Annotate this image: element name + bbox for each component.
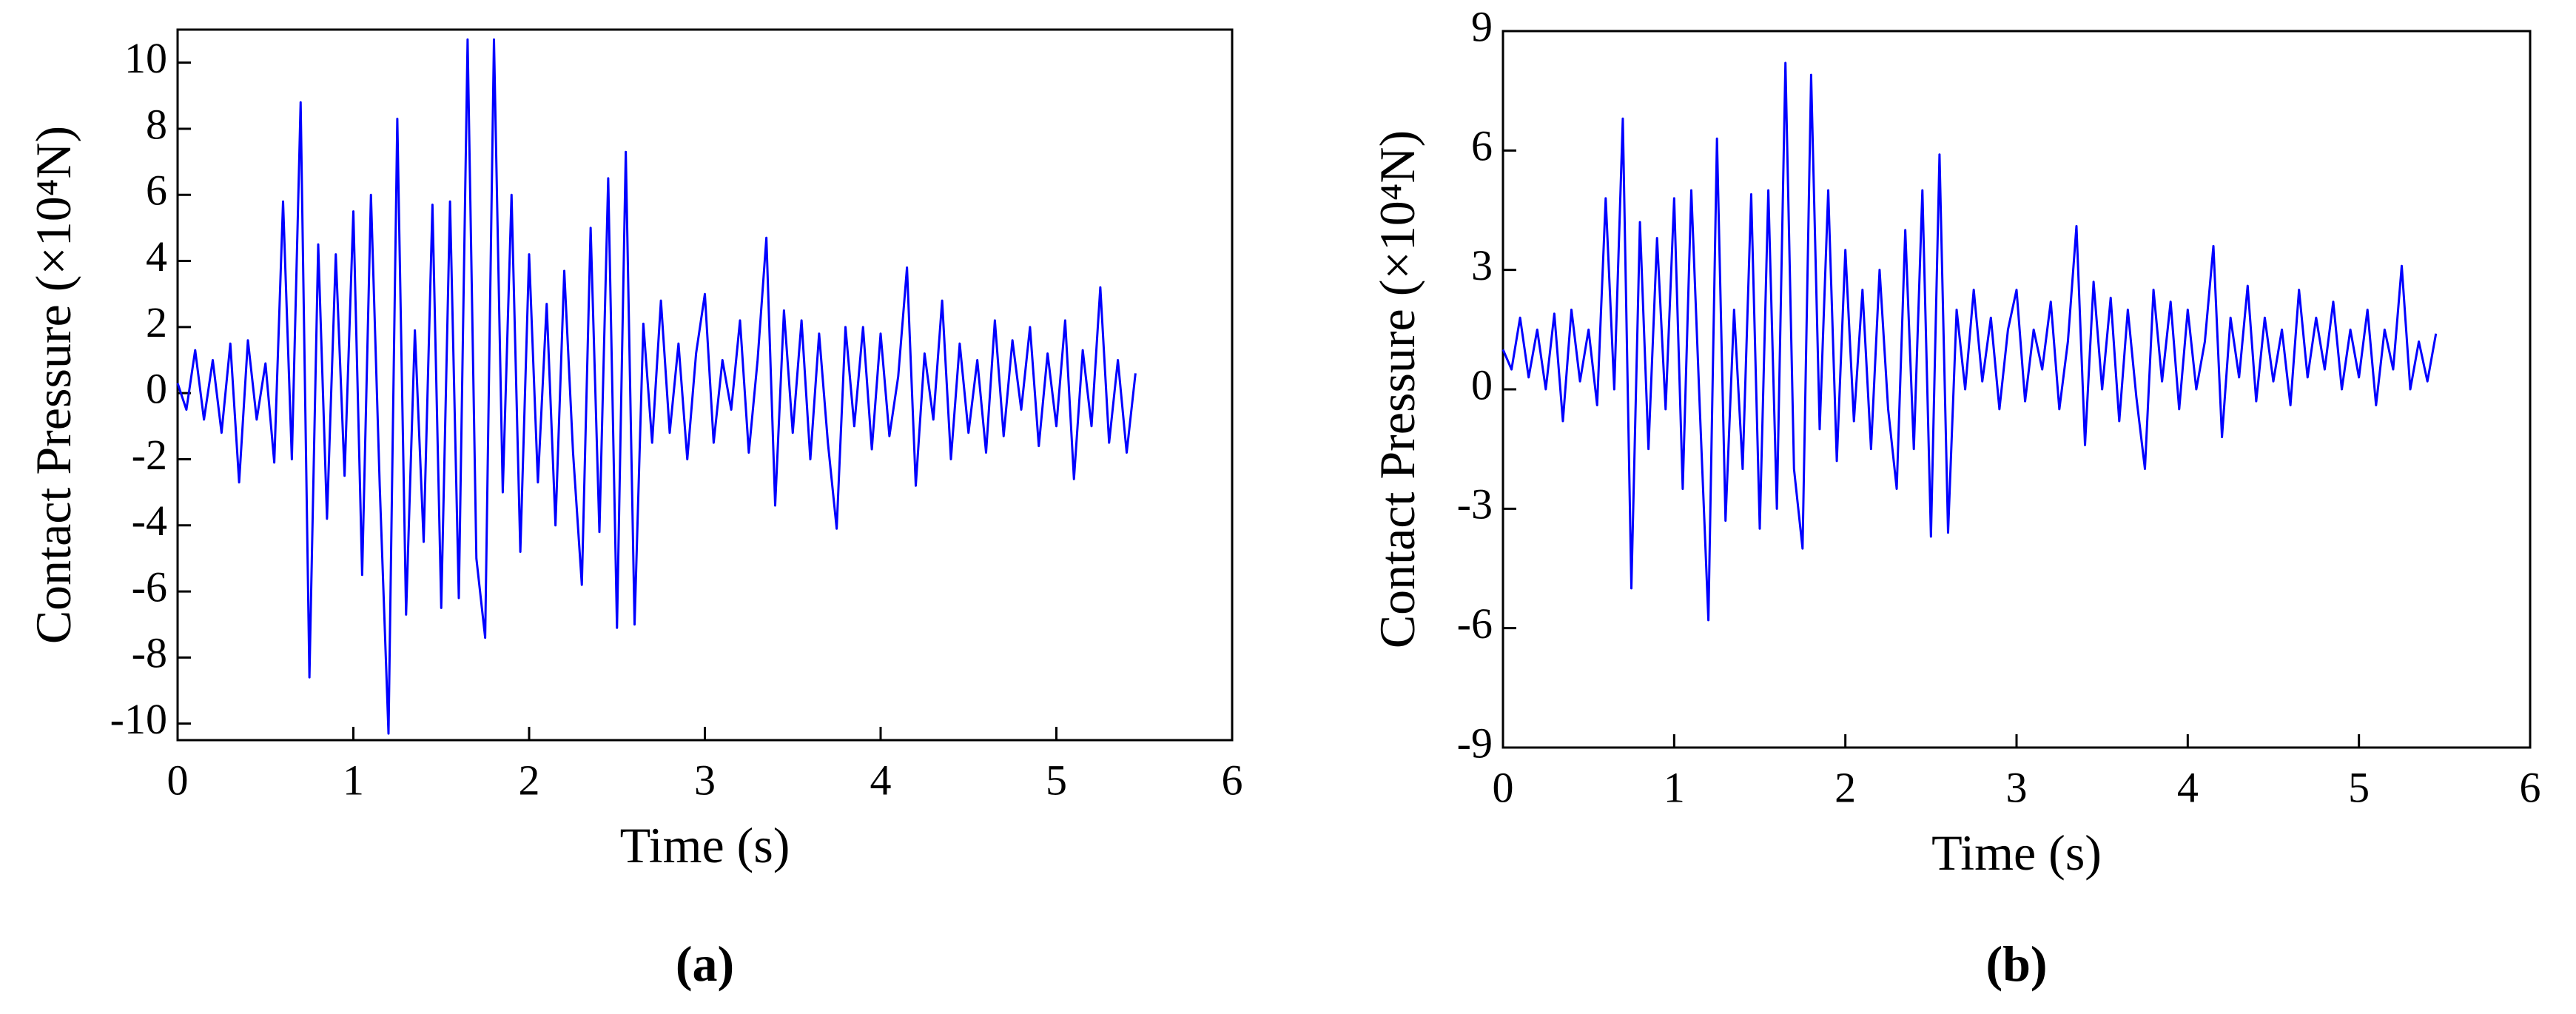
x-tick-label: 2 [519,756,540,804]
x-tick-label: 1 [1664,763,1685,811]
x-tick-label: 3 [694,756,716,804]
y-tick-label: 6 [146,167,167,215]
x-tick-label: 5 [2348,763,2370,811]
x-tick-label: 6 [2520,763,2541,811]
y-tick-label: 3 [1471,241,1493,289]
y-tick-label: 6 [1471,122,1493,170]
x-tick-label: 0 [1493,763,1514,811]
data-line [176,38,1137,735]
chart: 0 1 2 3 4 5 6 -10 -8 -6 -4 -2 0 2 4 6 8 10 Time (s) Contact… [25,28,1243,992]
y-tick-label: 0 [146,364,167,412]
caption: (b) [1985,936,2047,992]
y-tick-label: -4 [132,497,167,545]
y-tick-label: 8 [146,100,167,148]
x-tick-label: 4 [870,756,892,804]
y-tick-label: -2 [132,431,167,479]
y-tick-label: 2 [146,298,167,346]
y-tick-label: -9 [1457,719,1493,767]
y-tick-label: 4 [146,232,167,281]
y-tick-label: 10 [124,34,167,82]
chart: 0 1 2 3 4 5 6 -9 -6 -3 0 3 6 9 Time (s) Contact Pressur… [1369,2,2541,992]
x-axis-label: Time (s) [620,817,790,873]
y-tick-label: -6 [132,563,167,611]
y-tick-label: 9 [1471,2,1493,50]
y-tick-label: -3 [1457,480,1493,528]
data-line [1501,61,2438,622]
y-tick-label: -8 [132,629,167,677]
y-tick-label: -6 [1457,600,1493,648]
y-axis-label: Contact Pressure (×10⁴N) [1369,130,1425,648]
x-tick-label: 0 [167,756,189,804]
x-tick-label: 1 [343,756,364,804]
caption: (a) [676,936,734,992]
x-tick-label: 5 [1046,756,1067,804]
y-tick-label: 0 [1471,360,1493,409]
plot-frame [1501,30,2532,749]
x-axis-label: Time (s) [1931,825,2102,881]
y-axis-label: Contact Pressure (×10⁴N) [25,126,81,644]
x-tick-label: 2 [1835,763,1856,811]
x-tick-label: 6 [1222,756,1243,804]
plot-frame [176,28,1234,742]
x-tick-label: 3 [2006,763,2028,811]
x-tick-label: 4 [2177,763,2199,811]
y-tick-label: -10 [110,695,167,743]
